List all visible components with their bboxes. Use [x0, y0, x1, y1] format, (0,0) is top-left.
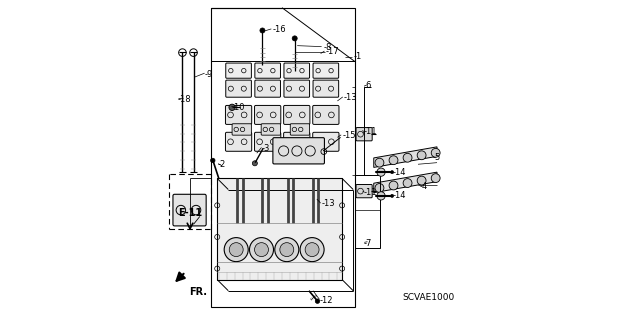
Circle shape: [375, 183, 384, 192]
Text: -12: -12: [320, 296, 333, 305]
FancyBboxPatch shape: [225, 105, 252, 124]
Circle shape: [229, 243, 243, 256]
Text: -10: -10: [232, 103, 245, 112]
Circle shape: [292, 36, 297, 41]
Circle shape: [224, 238, 248, 262]
Text: -2: -2: [217, 160, 225, 169]
Text: -14: -14: [393, 168, 406, 177]
FancyBboxPatch shape: [284, 132, 310, 151]
FancyBboxPatch shape: [255, 105, 281, 124]
Text: -13: -13: [321, 199, 335, 208]
Text: -11: -11: [364, 127, 377, 136]
Polygon shape: [374, 147, 437, 167]
Text: -17: -17: [326, 48, 339, 56]
Circle shape: [417, 151, 426, 160]
FancyBboxPatch shape: [255, 132, 281, 151]
Circle shape: [431, 174, 440, 182]
Text: -1: -1: [353, 52, 362, 61]
Text: SCVAE1000: SCVAE1000: [402, 293, 454, 301]
Text: -11: -11: [364, 188, 377, 197]
Circle shape: [377, 168, 385, 176]
FancyBboxPatch shape: [255, 80, 280, 97]
Circle shape: [403, 153, 412, 162]
Circle shape: [260, 28, 265, 33]
Text: -16: -16: [273, 25, 286, 34]
FancyBboxPatch shape: [173, 194, 206, 226]
Circle shape: [403, 179, 412, 188]
Bar: [211, 8, 355, 307]
Polygon shape: [374, 172, 437, 193]
Text: -3: -3: [262, 144, 270, 153]
Text: -18: -18: [178, 95, 191, 104]
Circle shape: [229, 104, 236, 110]
Polygon shape: [217, 178, 342, 280]
Text: -7: -7: [364, 239, 372, 248]
FancyBboxPatch shape: [356, 128, 372, 141]
Text: FR.: FR.: [189, 287, 207, 297]
FancyBboxPatch shape: [356, 184, 372, 198]
Text: -13: -13: [344, 93, 357, 102]
Circle shape: [250, 238, 273, 262]
Circle shape: [211, 158, 215, 163]
FancyBboxPatch shape: [261, 124, 280, 135]
Circle shape: [431, 148, 440, 157]
Circle shape: [417, 176, 426, 185]
Circle shape: [252, 161, 257, 166]
Text: -5: -5: [432, 153, 440, 162]
Circle shape: [389, 181, 398, 190]
Circle shape: [305, 243, 319, 256]
FancyBboxPatch shape: [313, 105, 339, 124]
FancyBboxPatch shape: [313, 132, 339, 151]
Text: E-11: E-11: [179, 208, 202, 218]
Text: -15: -15: [342, 131, 356, 140]
FancyBboxPatch shape: [284, 80, 310, 97]
FancyBboxPatch shape: [225, 132, 252, 151]
Circle shape: [275, 238, 299, 262]
Circle shape: [255, 243, 268, 256]
Text: -9: -9: [205, 70, 213, 78]
FancyBboxPatch shape: [313, 63, 339, 78]
Circle shape: [316, 299, 320, 303]
FancyBboxPatch shape: [284, 105, 310, 124]
FancyBboxPatch shape: [232, 124, 252, 135]
Circle shape: [389, 156, 398, 165]
FancyBboxPatch shape: [284, 63, 310, 78]
Text: -4: -4: [420, 182, 428, 191]
Text: -8: -8: [323, 43, 332, 52]
Circle shape: [377, 192, 385, 200]
FancyBboxPatch shape: [313, 80, 339, 97]
Text: -14: -14: [393, 191, 406, 200]
FancyBboxPatch shape: [226, 80, 252, 97]
Circle shape: [390, 171, 394, 174]
Circle shape: [375, 158, 384, 167]
Text: -6: -6: [364, 81, 372, 90]
Bar: [355, 175, 380, 248]
Circle shape: [300, 238, 324, 262]
FancyBboxPatch shape: [291, 124, 310, 135]
FancyBboxPatch shape: [273, 138, 324, 164]
Circle shape: [280, 243, 294, 256]
Circle shape: [390, 194, 394, 197]
FancyBboxPatch shape: [226, 63, 252, 78]
FancyBboxPatch shape: [255, 63, 280, 78]
